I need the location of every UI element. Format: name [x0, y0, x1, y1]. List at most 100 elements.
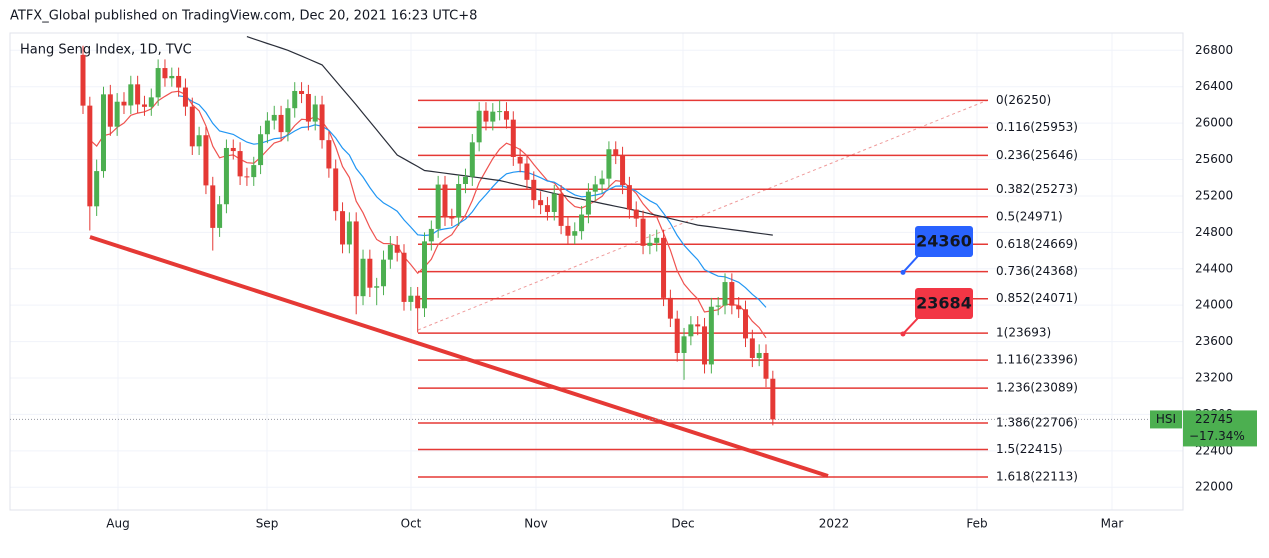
candle: [360, 249, 366, 306]
candle-body: [237, 151, 243, 177]
candle-body: [367, 258, 373, 288]
candle-body: [394, 244, 400, 253]
candle-body: [169, 75, 175, 79]
candle: [606, 141, 612, 188]
candle-body: [135, 84, 141, 105]
candle: [326, 131, 332, 178]
candle-body: [428, 228, 434, 242]
callout-label: 23684: [916, 294, 972, 313]
candle-body: [715, 305, 721, 307]
candle: [469, 134, 475, 186]
candle: [749, 329, 755, 368]
candle-body: [217, 204, 223, 228]
candle: [763, 344, 769, 388]
candle: [114, 93, 120, 136]
candle-body: [333, 168, 339, 212]
candle: [415, 286, 421, 333]
candle: [599, 170, 605, 194]
diagonal-line: [417, 99, 989, 331]
candle-body: [435, 184, 441, 229]
candle: [565, 216, 571, 245]
candle-body: [708, 306, 714, 365]
candle: [100, 86, 106, 178]
y-tick-label: 26400: [1195, 79, 1233, 93]
candle-body: [203, 135, 209, 186]
candle-body: [592, 184, 598, 192]
fib-label: 0.736(24368): [996, 264, 1078, 278]
candle-body: [353, 221, 359, 297]
candle-body: [538, 200, 544, 206]
candle: [722, 273, 728, 315]
candle-body: [565, 225, 571, 236]
candle: [278, 105, 284, 142]
candle: [401, 244, 407, 311]
candle-body: [264, 120, 270, 135]
candle: [155, 59, 161, 106]
candle-body: [544, 205, 550, 212]
candle: [579, 205, 585, 240]
candle-body: [456, 184, 462, 218]
fib-label: 0.852(24071): [996, 291, 1078, 305]
candle-body: [176, 75, 182, 88]
callout-pointer: [902, 317, 919, 335]
candle-body: [94, 171, 100, 207]
y-tick-label: 22000: [1195, 480, 1233, 494]
candle: [422, 232, 427, 318]
candle: [442, 175, 448, 226]
candle-body: [626, 185, 632, 210]
price-change: −17.34%: [1189, 429, 1245, 443]
candle: [121, 92, 127, 115]
candle: [708, 297, 714, 374]
x-tick-label: 2022: [819, 517, 850, 531]
candle: [176, 67, 182, 97]
candle: [620, 146, 626, 195]
fib-label: 1.236(23089): [996, 381, 1078, 395]
candle: [531, 171, 537, 209]
candle-body: [121, 101, 127, 106]
candle: [681, 327, 687, 380]
fib-label: 0.236(25646): [996, 148, 1078, 162]
y-tick-label: 24400: [1195, 261, 1233, 275]
candle-body: [613, 149, 619, 155]
candle: [80, 45, 86, 115]
candle: [647, 234, 653, 255]
candle-body: [278, 114, 284, 133]
candle-body: [422, 241, 427, 309]
candle: [258, 125, 264, 175]
candle-body: [667, 297, 673, 319]
candle-body: [258, 134, 264, 166]
candle-body: [128, 84, 134, 106]
candle-body: [497, 111, 503, 113]
candle: [333, 159, 339, 221]
candle-body: [415, 295, 421, 309]
candle: [189, 97, 195, 155]
candle: [312, 95, 318, 131]
candle: [551, 185, 557, 221]
callout-box: [915, 226, 973, 257]
candle-body: [189, 106, 195, 147]
candle: [285, 99, 291, 142]
candle-body: [148, 97, 154, 107]
frame: [9, 32, 1184, 511]
y-tick-label: 25200: [1195, 188, 1233, 202]
candle: [381, 250, 387, 296]
candle: [497, 100, 503, 121]
header: ATFX_Global published on TradingView.com…: [10, 9, 477, 24]
candle: [141, 95, 147, 116]
x-tick-label: Aug: [106, 517, 129, 531]
candle: [428, 220, 434, 251]
candle-body: [223, 147, 229, 205]
candle-body: [579, 214, 585, 232]
candle: [203, 126, 209, 195]
fib-label: 0.5(24971): [996, 209, 1063, 223]
moving-average: [178, 95, 767, 308]
candle: [688, 316, 694, 346]
candle: [626, 176, 632, 219]
candle-body: [763, 352, 769, 379]
candle-body: [442, 184, 448, 218]
candle: [510, 111, 516, 166]
candle-body: [674, 318, 680, 353]
candle: [729, 273, 735, 315]
candle: [387, 235, 393, 269]
candle-body: [162, 68, 168, 79]
